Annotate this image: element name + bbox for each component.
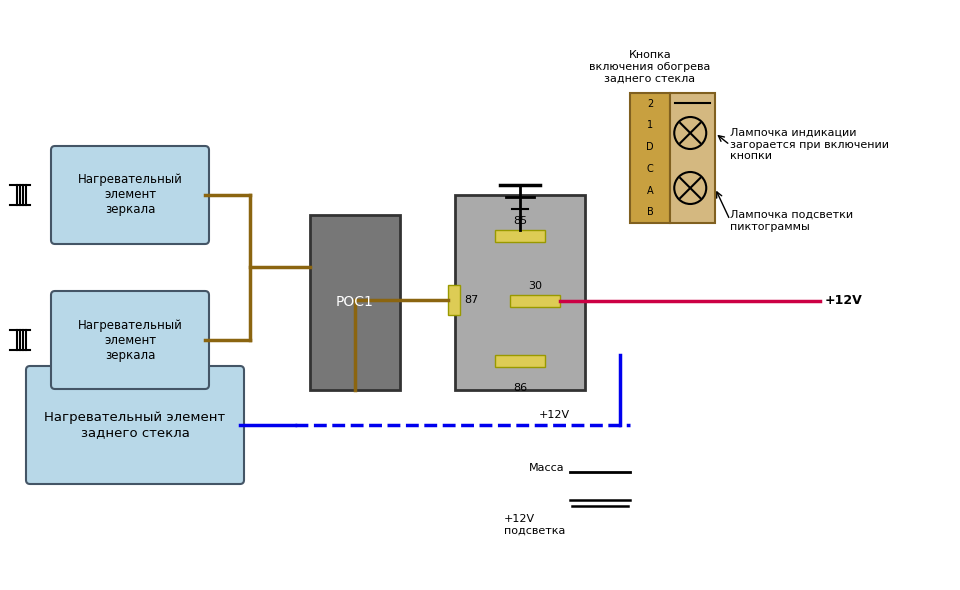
Text: 1: 1: [647, 120, 653, 130]
Text: +12V
подсветка: +12V подсветка: [504, 514, 565, 536]
Bar: [495, 355, 545, 367]
Text: C: C: [647, 164, 654, 174]
Bar: [670, 93, 715, 223]
Text: Кнопка
включения обогрева
заднего стекла: Кнопка включения обогрева заднего стекла: [589, 50, 710, 83]
Text: Нагревательный
элемент
зеркала: Нагревательный элемент зеркала: [78, 173, 182, 217]
Bar: [455, 195, 585, 390]
FancyBboxPatch shape: [51, 291, 209, 389]
Text: 86: 86: [513, 383, 527, 393]
Text: +12V: +12V: [825, 294, 863, 307]
Text: Лампочка подсветки
пиктограммы: Лампочка подсветки пиктограммы: [730, 210, 853, 232]
Bar: [630, 93, 670, 223]
Text: Лампочка индикации
загорается при включении
кнопки: Лампочка индикации загорается при включе…: [730, 128, 889, 161]
Circle shape: [674, 117, 707, 149]
Bar: [495, 230, 545, 242]
FancyBboxPatch shape: [26, 366, 244, 484]
Text: A: A: [647, 185, 654, 195]
Text: Нагревательный элемент
заднего стекла: Нагревательный элемент заднего стекла: [44, 411, 226, 439]
Text: 85: 85: [513, 216, 527, 226]
Text: +12V: +12V: [539, 410, 570, 420]
Text: РОС1: РОС1: [336, 296, 374, 310]
Text: Масса: Масса: [529, 463, 565, 473]
Circle shape: [674, 172, 707, 204]
Text: 30: 30: [528, 281, 542, 291]
Text: 2: 2: [647, 99, 653, 109]
Bar: [510, 295, 560, 307]
Bar: [448, 285, 460, 315]
Text: D: D: [646, 142, 654, 152]
Text: 87: 87: [464, 295, 478, 305]
Text: B: B: [647, 207, 654, 217]
Text: Нагревательный
элемент
зеркала: Нагревательный элемент зеркала: [78, 319, 182, 362]
Bar: [310, 215, 400, 390]
FancyBboxPatch shape: [51, 146, 209, 244]
